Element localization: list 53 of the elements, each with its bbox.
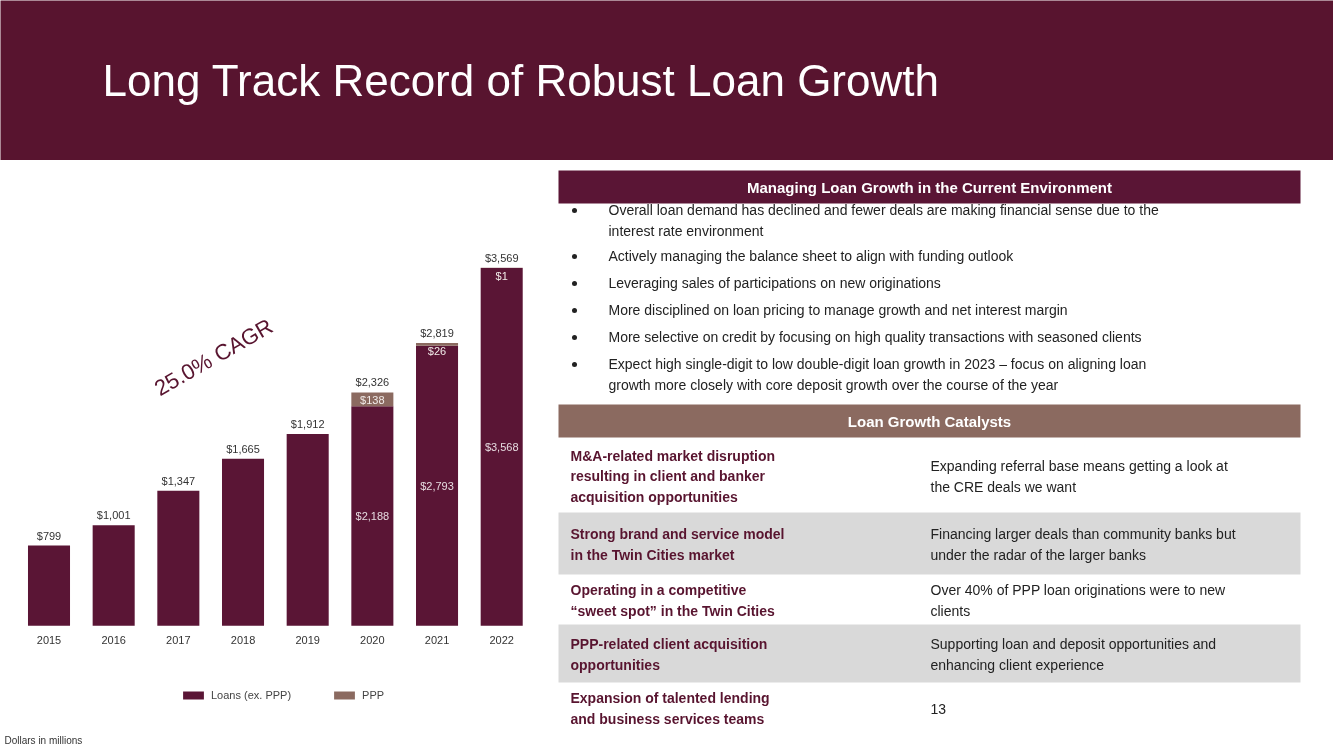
x-tick-label: 2016	[101, 633, 126, 646]
bar	[480, 267, 523, 626]
data-label: $3,568	[484, 440, 519, 453]
legend-label: PPP	[362, 689, 385, 701]
x-tick-label: 2020	[360, 633, 385, 646]
total-label: $2,819	[420, 327, 454, 340]
text: Loan Growth Catalysts	[847, 413, 1012, 430]
x-tick-label: 2018	[230, 633, 256, 646]
text: Managing Loan Growth in the Current Environment	[747, 179, 1113, 196]
x-tick-label: 2017	[166, 633, 191, 646]
text: Dollars in millions	[4, 734, 83, 746]
legend-label: Loans (ex. PPP)	[211, 689, 292, 701]
total-label: $1,665	[226, 442, 260, 455]
bar	[416, 345, 459, 626]
chart-title: Long Track Record of Robust Loan Growth	[102, 56, 939, 105]
data-label: $1	[495, 269, 508, 282]
total-label: $2,326	[355, 376, 390, 389]
text: Leveraging sales of participations on new originations	[608, 274, 941, 291]
data-label: $2,793	[420, 479, 454, 492]
text: Supporting loan and deposit opportunities and enhancing client experience	[930, 636, 1217, 673]
category-label: M&A-related market disruption resulting in client and banker acquisition opportunities	[570, 447, 776, 506]
category-label: PPP-related client acquisition opportunities	[570, 636, 768, 673]
text: Actively managing the balance sheet to align with funding outlook	[608, 247, 1015, 264]
bar	[416, 343, 459, 346]
x-tick-label: 2015	[36, 633, 62, 646]
total-label: $1,001	[96, 509, 131, 522]
bar	[92, 525, 135, 626]
bar	[351, 406, 394, 626]
text: More disciplined on loan pricing to manage growth and net interest margin	[608, 301, 1068, 318]
bar	[27, 545, 71, 626]
category-label: Expansion of talented lending and business services teams	[570, 690, 770, 727]
text: More selective on credit by focusing on high quality transactions with seasoned clients	[608, 328, 1142, 345]
text: Expect high single-digit to low double-digit loan growth in 2023 – focus on aligning loan growth more closely with core deposit growth over the course of the year	[608, 355, 1147, 394]
data-label: $26	[427, 345, 447, 358]
text: Over 40% of PPP loan originations were to new clients	[930, 582, 1227, 619]
bar	[286, 433, 329, 626]
category-label: Strong brand and service model in the Twin Cities market	[570, 526, 785, 563]
total-label: $1,912	[290, 417, 325, 430]
data-label: $2,188	[355, 510, 390, 522]
text: Expanding referral base means getting a look at the CRE deals we want	[930, 458, 1228, 495]
text: 13	[930, 700, 947, 717]
total-label: $1,347	[161, 474, 196, 487]
total-label: $3,569	[484, 251, 519, 264]
data-label: $138	[360, 394, 385, 407]
x-tick-label: 2022	[489, 633, 514, 646]
category-label: Operating in a competitive “sweet spot” in the Twin Cities	[570, 582, 776, 619]
x-tick-label: 2021	[424, 633, 450, 646]
bar	[157, 490, 200, 626]
text: Financing larger deals than community banks but under the radar of the larger banks	[930, 526, 1236, 563]
x-tick-label: 2019	[295, 633, 320, 646]
bar	[222, 458, 265, 626]
text: Overall loan demand has declined and fewer deals are making financial sense due to the interest rate environment	[608, 201, 1159, 240]
total-label: $799	[36, 529, 62, 542]
